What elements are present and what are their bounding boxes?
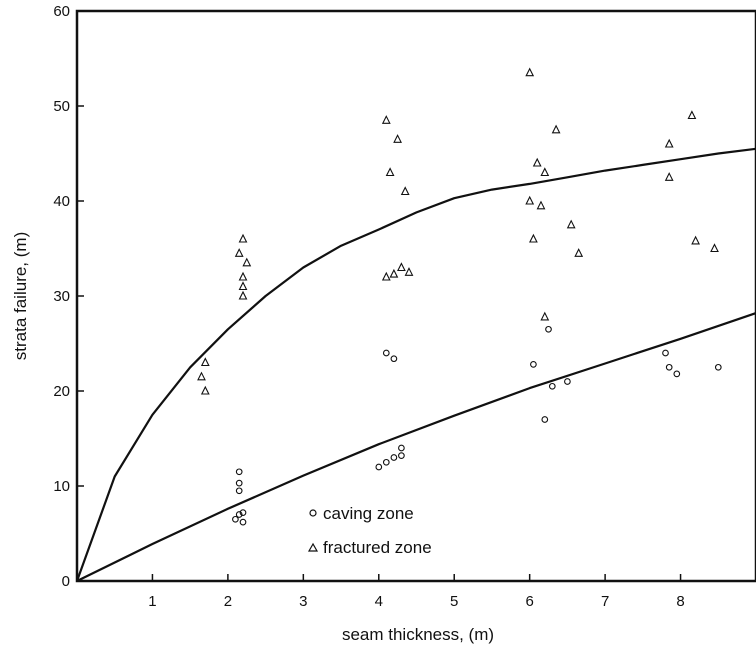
caving-zone-point (541, 416, 549, 423)
x-tick-label: 2 (224, 593, 232, 610)
x-tick-label: 3 (299, 593, 307, 610)
legend-fractured-marker (307, 542, 319, 552)
fractured-zone-point (242, 257, 252, 267)
x-tick-label: 6 (525, 593, 533, 610)
caving-zone-point (232, 515, 239, 523)
caving-zone-point (665, 363, 673, 371)
y-tick-label: 0 (62, 573, 70, 590)
plot-frame (75, 9, 756, 583)
fractured-zone-point (574, 248, 584, 257)
caving-zone-point (390, 454, 398, 461)
fractured-zone-point (393, 134, 402, 143)
y-tick-label: 10 (53, 478, 70, 495)
caving-zone-point (564, 378, 571, 385)
caving-zone-point (239, 509, 247, 516)
fractured-zone-point (389, 268, 399, 278)
caving-zone-point (398, 452, 405, 459)
fractured-zone-point (525, 67, 535, 77)
fractured-zone-point (540, 311, 550, 321)
fractured-zone-curve (75, 147, 756, 582)
fractured-zone-point (687, 110, 697, 120)
legend-fractured-label: fractured zone (323, 538, 432, 557)
fractured-zone-point (532, 157, 542, 167)
x-tick-label: 5 (450, 593, 458, 610)
fractured-zone-point (381, 115, 391, 124)
fractured-zone-point (691, 235, 700, 245)
legend-caving-label: caving zone (323, 504, 414, 523)
x-tick-label: 8 (676, 593, 684, 610)
caving-zone-point (673, 370, 681, 378)
caving-zone-point (530, 361, 537, 368)
fractured-zone-point (664, 138, 674, 148)
fractured-zone-point (200, 385, 210, 395)
caving-zone-point (662, 349, 669, 357)
fractured-zone-point (385, 167, 395, 177)
y-tick-label: 50 (53, 98, 70, 115)
fractured-zone-point (200, 357, 210, 367)
legend: caving zone fractured zone (307, 504, 432, 557)
y-axis-label: strata failure, (m) (11, 232, 30, 360)
caving-zone-point (382, 349, 390, 357)
data-points (197, 67, 722, 526)
fractured-zone-point (551, 124, 561, 134)
fractured-zone-point (400, 186, 410, 196)
fractured-zone-point (566, 219, 576, 229)
fractured-zone-point (540, 167, 550, 177)
caving-zone-point (235, 511, 243, 518)
fractured-zone-point (529, 233, 538, 243)
caving-zone-point (382, 458, 390, 466)
fractured-zone-point (238, 281, 248, 291)
fractured-zone-point (404, 267, 414, 276)
caving-zone-point (398, 444, 405, 452)
caving-zone-point (239, 518, 247, 526)
fractured-zone-point (397, 262, 406, 272)
y-tick-label: 30 (53, 288, 70, 305)
y-tick-label: 60 (53, 3, 70, 20)
y-axis-ticks: 0 10 20 30 40 50 60 (53, 3, 84, 590)
caving-zone-point (235, 468, 243, 476)
fractured-zone-point (664, 172, 674, 181)
fractured-zone-point (234, 248, 244, 257)
caving-zone-point (235, 479, 243, 487)
caving-zone-point (714, 363, 722, 371)
caving-zone-point (548, 382, 556, 390)
fit-curves (75, 147, 756, 582)
x-tick-label: 4 (375, 593, 383, 610)
x-tick-label: 7 (601, 593, 609, 610)
fractured-zone-point (525, 195, 535, 205)
fractured-zone-point (536, 200, 546, 210)
x-axis-ticks: 1 2 3 4 5 6 7 8 (148, 574, 685, 610)
legend-caving-marker (309, 509, 317, 517)
fractured-zone-point (710, 243, 719, 253)
fractured-zone-point (238, 271, 248, 281)
fractured-zone-point (238, 290, 248, 300)
fractured-zone-point (238, 233, 248, 243)
caving-zone-point (390, 355, 398, 363)
y-tick-label: 20 (53, 383, 70, 400)
fractured-zone-point (197, 371, 206, 381)
caving-zone-curve (76, 312, 756, 582)
caving-zone-point (235, 487, 243, 495)
fractured-zone-point (381, 271, 391, 281)
x-axis-label: seam thickness, (m) (342, 625, 494, 644)
caving-zone-point (375, 463, 383, 471)
caving-zone-point (545, 325, 552, 333)
y-tick-label: 40 (53, 193, 70, 210)
x-tick-label: 1 (148, 593, 156, 610)
